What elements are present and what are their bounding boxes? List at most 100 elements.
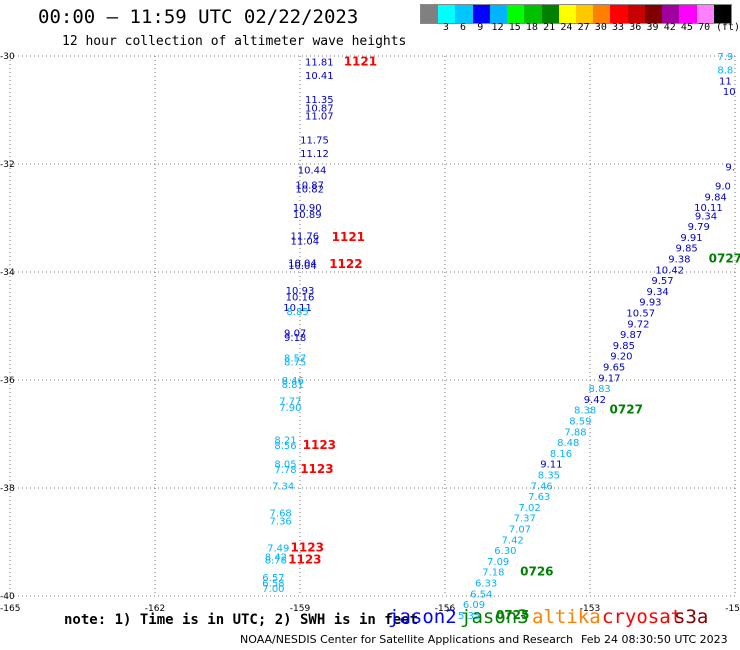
wave-height-value: 9.79	[688, 222, 710, 233]
scale-tick-label: 15	[508, 22, 521, 33]
wave-height-value: 10.82	[295, 184, 324, 195]
wave-height-value: 8.48	[557, 438, 579, 449]
wave-height-value: 10.89	[293, 210, 322, 221]
wave-height-value: 7.49	[267, 543, 289, 554]
wave-height-value: 7.77	[279, 397, 301, 408]
wave-height-value: 10.11	[283, 303, 312, 314]
latitude-label: -36	[0, 376, 15, 386]
wave-height-value: 7.42	[502, 535, 524, 546]
longitude-label: -153	[580, 604, 600, 614]
map-title: 00:00 – 11:59 UTC 02/22/2023	[38, 6, 359, 28]
pass-time-label: 1123	[291, 540, 324, 554]
wave-height-value: 8.35	[538, 471, 560, 482]
scale-tick-label: 12	[491, 22, 504, 33]
wave-height-value: 9.07	[284, 328, 306, 339]
wave-height-value: 9.87	[620, 330, 642, 341]
scale-tick-label: 70	[698, 22, 711, 33]
wave-height-value: 10.42	[655, 265, 684, 276]
wave-height-value: 9.57	[651, 276, 673, 287]
latitude-label: -34	[0, 268, 15, 278]
color-scale-ticks: 3 6 9 12 15 18 21 24 27 30 33 36 39 42 45 70 (ft)	[420, 22, 740, 34]
scale-tick-label: 30	[594, 22, 607, 33]
wave-height-value: 9.91	[680, 233, 702, 244]
pass-time-label: 1123	[303, 438, 336, 452]
wave-height-value: 10.41	[305, 71, 334, 82]
wave-height-value: 10.57	[626, 309, 655, 320]
scale-tick-label: 21	[543, 22, 556, 33]
satellite-s3a: s3a	[674, 606, 709, 628]
wave-height-value: 7.36	[270, 516, 292, 527]
pass-time-label: 1121	[344, 54, 377, 68]
pass-time-label: 0726	[520, 565, 553, 579]
wave-height-value: 10.87	[305, 103, 334, 114]
wave-height-value: 7.37	[514, 514, 536, 525]
grid-lines	[9, 55, 736, 597]
pass-time-label: 1123	[300, 462, 333, 476]
longitude-label: -162	[145, 604, 165, 614]
wave-height-value: 7.09	[487, 557, 509, 568]
longitude-label: -156	[435, 604, 456, 614]
scale-swatch	[696, 5, 714, 23]
wave-height-value: 8.46	[282, 376, 304, 387]
scale-swatch	[662, 5, 680, 23]
wave-height-value: 6.33	[475, 579, 497, 590]
wave-height-value: 7.02	[518, 503, 540, 514]
wave-height-value: 11.81	[305, 57, 334, 68]
pass-time-label: 1121	[332, 230, 365, 244]
wave-height-value: 8.78	[265, 555, 287, 566]
scale-unit-label: (ft)	[715, 22, 740, 33]
wave-height-value: 9.85	[676, 244, 698, 255]
wave-height-value: 6.58	[262, 579, 284, 590]
wave-height-value: 8.05	[274, 460, 296, 471]
wave-height-value: 9.42	[584, 395, 606, 406]
generation-timestamp: Feb 24 08:30:50 UTC 2023	[581, 633, 728, 646]
satellite-jason2: jason2	[388, 606, 457, 628]
scale-swatch	[455, 5, 473, 23]
wave-height-value: 9.34	[647, 287, 669, 298]
wave-height-value: 7.18	[482, 568, 504, 579]
axis-labels: -30 -32 -34 -36 -38 -40 -165 -162 -159 -156 -153 -1…	[0, 52, 740, 614]
wave-height-value: 7.46	[531, 481, 553, 492]
scale-tick-label: 36	[629, 22, 642, 33]
wave-height-value: 6.09	[463, 600, 485, 611]
latitude-label: -38	[0, 484, 15, 494]
scale-swatch	[489, 5, 508, 23]
scale-swatch	[713, 5, 731, 23]
scale-swatch	[524, 5, 542, 23]
scale-swatch	[558, 5, 576, 23]
latitude-label: -40	[0, 592, 15, 602]
wave-height-value: 7.90	[279, 403, 301, 414]
latitude-label: -30	[0, 52, 15, 62]
wave-height-value: 11	[719, 76, 732, 87]
scale-tick-label: 39	[646, 22, 659, 33]
satellite-altika: altika	[532, 606, 601, 628]
wave-height-value: 5.35	[458, 611, 480, 622]
wave-height-value: 8.59	[569, 417, 591, 428]
wave-height-value: 6.57	[262, 573, 284, 584]
wave-height-value: 9.0	[715, 182, 731, 193]
scale-tick-label: 9	[477, 22, 484, 33]
scale-tick-label: 18	[525, 22, 538, 33]
latitude-label: -32	[0, 160, 15, 170]
map-subtitle: 12 hour collection of altimeter wave hei…	[62, 34, 407, 49]
wave-height-value: 9.65	[603, 363, 625, 374]
wave-height-value: 10.16	[286, 292, 315, 303]
scale-swatch	[438, 5, 456, 23]
scale-tick-label: 42	[663, 22, 676, 33]
wave-height-value: 7.88	[564, 427, 586, 438]
scale-swatch	[610, 5, 628, 23]
wave-height-value: 10.90	[293, 203, 322, 214]
units-note: note: 1) Time is in UTC; 2) SWH is in fe…	[64, 612, 419, 628]
wave-height-value: 8.85	[286, 307, 308, 318]
wave-height-value: 8.57	[284, 353, 306, 364]
wave-height-value: 6.30	[494, 546, 516, 557]
wave-height-value: 10.04	[288, 261, 317, 272]
wave-height-value: 7.34	[272, 481, 294, 492]
longitude-label: -159	[290, 604, 311, 614]
wave-height-value: 7.9	[717, 52, 733, 63]
wave-height-value: 8.38	[574, 406, 596, 417]
scale-swatch	[507, 5, 525, 23]
wave-height-value: 11.12	[300, 149, 329, 160]
wave-height-value: 9.17	[598, 373, 620, 384]
